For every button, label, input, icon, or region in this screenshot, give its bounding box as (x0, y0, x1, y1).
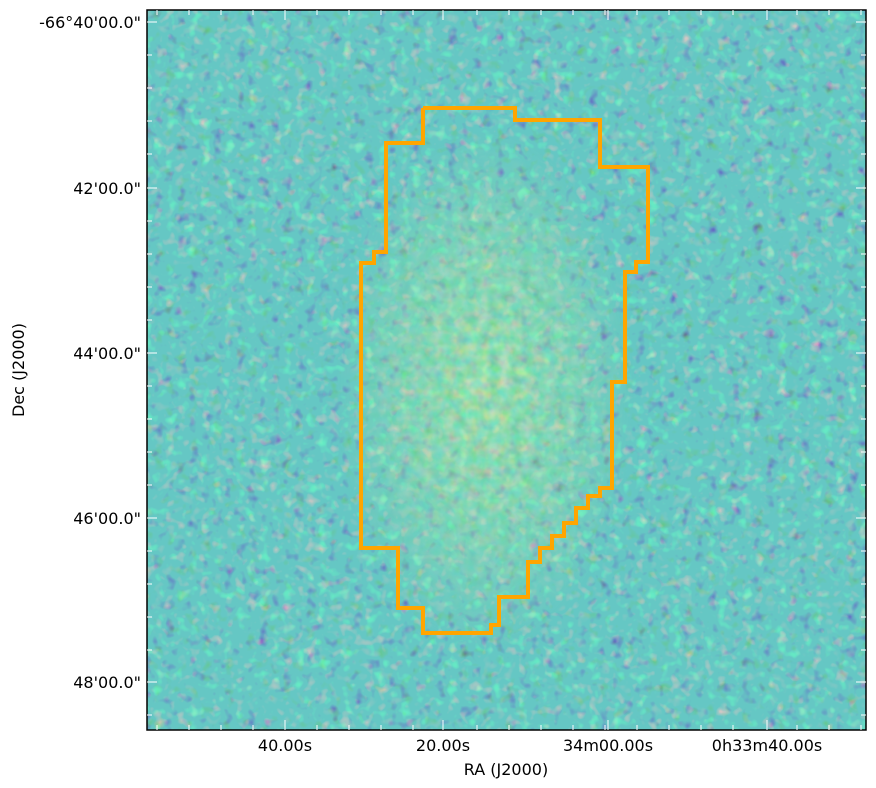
y-tick-label: -66°40'00.0" (39, 13, 141, 32)
x-tick-label: 40.00s (258, 736, 312, 755)
x-axis-label: RA (J2000) (464, 760, 548, 779)
y-tick-label: 44'00.0" (73, 344, 141, 363)
x-tick-label: 0h33m40.00s (712, 736, 822, 755)
y-tick-label: 46'00.0" (73, 509, 141, 528)
x-tick-label: 34m00.00s (563, 736, 653, 755)
region-outline (359, 106, 650, 635)
plot-frame (146, 9, 867, 731)
y-axis-tick-labels: -66°40'00.0" 42'00.0" 44'00.0" 46'00.0" … (39, 13, 141, 692)
x-tick-label: 20.00s (416, 736, 470, 755)
sky-image (147, 10, 866, 730)
y-tick-label: 48'00.0" (73, 673, 141, 692)
x-axis-tick-labels: 40.00s 20.00s 34m00.00s 0h33m40.00s (258, 736, 822, 755)
y-tick-label: 42'00.0" (73, 179, 141, 198)
y-axis-label: Dec (J2000) (9, 323, 28, 417)
axis-ticks (147, 10, 866, 730)
